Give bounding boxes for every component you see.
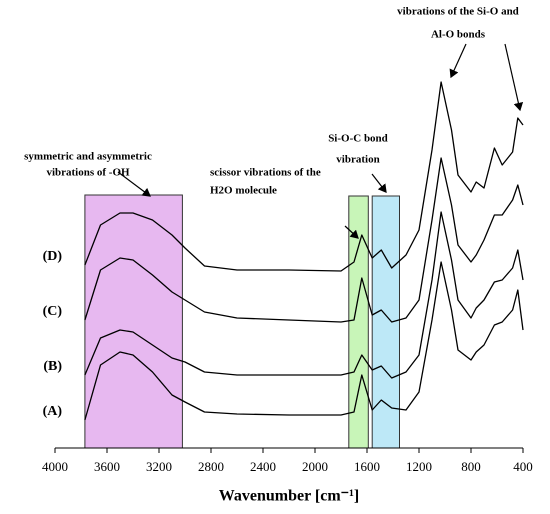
arrow [117,171,151,197]
x-tick-label: 4000 [42,459,68,474]
spectrum-line [84,211,524,379]
band [348,195,369,449]
x-axis-title: Wavenumber [cm⁻¹] [219,488,359,505]
band [84,194,183,449]
annotation: Al-O bonds [431,29,486,41]
x-tick-label: 2400 [250,459,276,474]
series-label: (A) [43,404,63,419]
x-tick-label: 2800 [198,459,224,474]
arrows [117,43,524,239]
arrow [344,225,359,239]
band [371,195,401,449]
spectrum-line [84,157,524,323]
series-label: (C) [43,304,63,319]
annotations: symmetric and asymmetric vibrations of -O… [24,6,519,197]
spectrum-line [84,261,524,421]
x-tick-label: 1600 [354,459,380,474]
annotation: scissor vibrations of the [210,167,321,179]
arrow [504,43,524,112]
annotation: vibrations of the Si-O and [397,6,519,18]
x-tick-label: 1200 [406,459,432,474]
x-tick-label: 3200 [146,459,172,474]
annotation: vibration [336,154,379,166]
x-tick-label: 400 [513,459,533,474]
bands [84,194,401,449]
spectrum-line [84,81,524,272]
annotation: Si-O-C bond [328,133,388,145]
arrow [449,43,467,79]
lines [84,81,524,421]
annotation: H2O molecule [210,185,277,197]
x-tick-label: 800 [461,459,481,474]
annotation: symmetric and asymmetric [24,151,152,163]
arrow [371,173,387,193]
x-tick-label: 2000 [302,459,328,474]
series-label: (D) [43,249,63,264]
series-label: (B) [43,359,62,374]
annotation: vibrations of -OH [46,167,130,179]
x-tick-label: 3600 [94,459,120,474]
